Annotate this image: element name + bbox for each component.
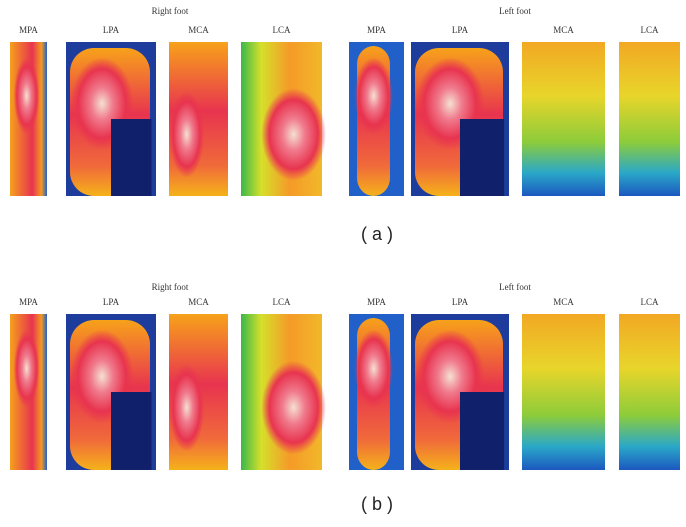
hot-spot [169, 91, 204, 177]
thermal-image [619, 42, 680, 196]
hot-spot [14, 330, 40, 408]
hot-spot [14, 57, 40, 134]
masked-area [111, 119, 152, 196]
region-label: MPA [367, 297, 386, 307]
panel-label: ( b ) [361, 494, 393, 514]
region-label: MCA [188, 297, 209, 307]
region-label: LCA [273, 297, 292, 307]
thermal-image [522, 42, 605, 196]
region-label: MPA [19, 297, 38, 307]
region-label: LPA [452, 297, 469, 307]
hot-spot [169, 364, 204, 451]
region-label: MPA [19, 25, 38, 35]
hot-spot [355, 57, 394, 134]
foot-title: Right foot [152, 282, 189, 292]
region-label: LCA [273, 25, 292, 35]
hot-spot [355, 330, 394, 408]
masked-area [111, 392, 152, 470]
region-label: MCA [553, 297, 574, 307]
region-label: LPA [103, 25, 120, 35]
masked-area [460, 119, 504, 196]
region-label: LPA [103, 297, 120, 307]
figure: Right foot MPA LPA MCA LCA Left foot MPA LPA MCA… [0, 0, 686, 527]
hot-spot [261, 361, 326, 455]
foot-title: Left foot [499, 6, 531, 16]
region-label: LPA [452, 25, 469, 35]
hot-spot [261, 88, 326, 180]
thermal-image [522, 314, 605, 470]
region-label: LCA [641, 25, 660, 35]
foot-title: Right foot [152, 6, 189, 16]
panel-label: ( a ) [361, 224, 393, 244]
region-label: MCA [553, 25, 574, 35]
masked-area [460, 392, 504, 470]
foot-title: Left foot [499, 282, 531, 292]
region-label: LCA [641, 297, 660, 307]
thermal-image [619, 314, 680, 470]
region-label: MPA [367, 25, 386, 35]
region-label: MCA [188, 25, 209, 35]
